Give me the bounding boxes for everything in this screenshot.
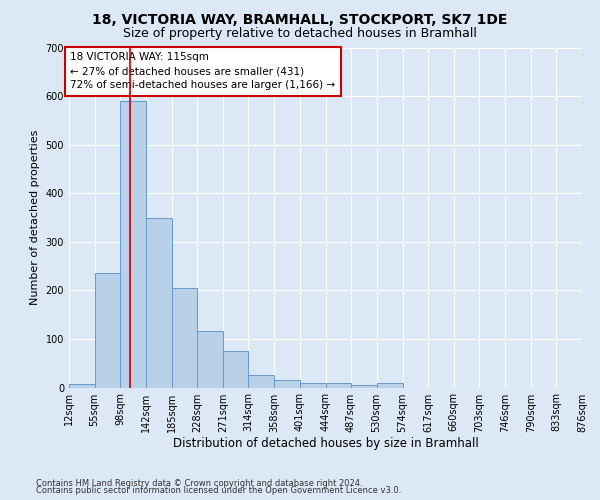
Bar bbox=[95, 274, 120, 388]
Text: Size of property relative to detached houses in Bramhall: Size of property relative to detached ho… bbox=[123, 28, 477, 40]
Bar bbox=[274, 380, 300, 388]
Bar bbox=[351, 385, 377, 388]
Bar bbox=[69, 384, 95, 388]
Bar bbox=[172, 288, 197, 388]
Bar bbox=[197, 330, 223, 388]
X-axis label: Distribution of detached houses by size in Bramhall: Distribution of detached houses by size … bbox=[173, 438, 478, 450]
Bar bbox=[377, 382, 403, 388]
Y-axis label: Number of detached properties: Number of detached properties bbox=[30, 130, 40, 305]
Bar bbox=[300, 382, 325, 388]
Bar bbox=[248, 376, 274, 388]
Bar bbox=[223, 351, 248, 388]
Text: 18 VICTORIA WAY: 115sqm
← 27% of detached houses are smaller (431)
72% of semi-d: 18 VICTORIA WAY: 115sqm ← 27% of detache… bbox=[70, 52, 335, 90]
Text: 18, VICTORIA WAY, BRAMHALL, STOCKPORT, SK7 1DE: 18, VICTORIA WAY, BRAMHALL, STOCKPORT, S… bbox=[92, 12, 508, 26]
Bar bbox=[325, 382, 351, 388]
Bar bbox=[120, 101, 146, 388]
Text: Contains HM Land Registry data © Crown copyright and database right 2024.: Contains HM Land Registry data © Crown c… bbox=[36, 478, 362, 488]
Bar bbox=[146, 218, 172, 388]
Text: Contains public sector information licensed under the Open Government Licence v3: Contains public sector information licen… bbox=[36, 486, 401, 495]
